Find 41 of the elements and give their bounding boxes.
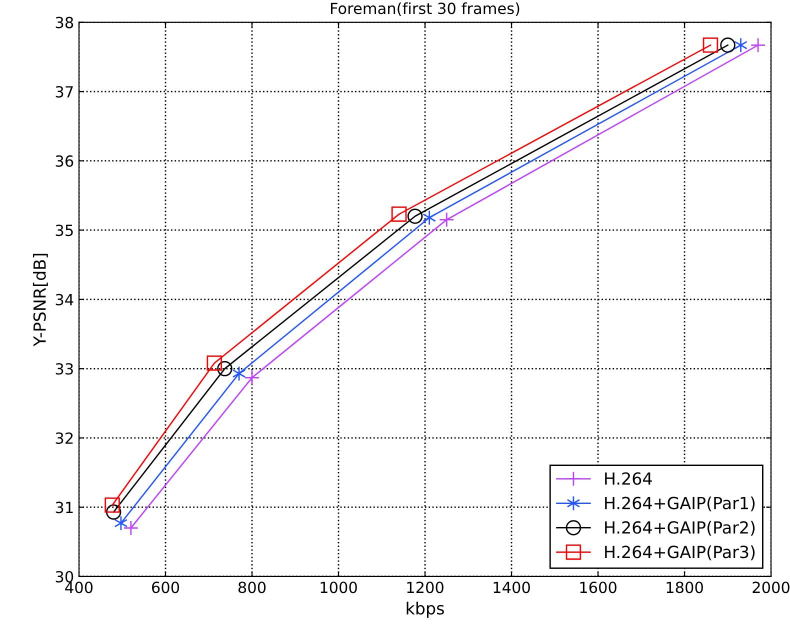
point xyxy=(407,208,423,224)
point xyxy=(217,361,232,376)
y-tick-label: 35 xyxy=(56,224,73,236)
point xyxy=(114,516,128,531)
point xyxy=(422,210,436,226)
legend-label: H.264+GAIP(Par1) xyxy=(605,496,755,512)
x-tick-label: 1000 xyxy=(320,582,357,594)
y-tick-label: 38 xyxy=(56,16,74,28)
x-tick-label: 2000 xyxy=(752,582,790,594)
x-tick-label: 800 xyxy=(238,582,266,594)
legend-label: H.264+GAIP(Par3) xyxy=(605,545,755,560)
point xyxy=(232,366,246,382)
x-tick-label: 1800 xyxy=(666,582,703,594)
y-axis-title: Y-PSNR[dB] xyxy=(33,254,48,346)
point xyxy=(206,355,222,371)
point xyxy=(391,206,407,222)
x-tick-label: 1600 xyxy=(580,582,616,594)
point xyxy=(106,504,122,520)
point xyxy=(702,38,718,53)
legend-label: H.264+GAIP(Par2) xyxy=(605,520,755,536)
x-tick-label: 600 xyxy=(152,582,180,594)
y-tick-label: 31 xyxy=(56,502,73,514)
x-tick-label: 1200 xyxy=(407,582,444,594)
y-tick-label: 37 xyxy=(56,86,73,98)
point xyxy=(244,370,260,386)
point xyxy=(720,38,736,53)
x-tick-label: 1400 xyxy=(494,582,530,594)
point xyxy=(123,520,139,536)
y-tick-label: 36 xyxy=(56,155,74,167)
x-axis-title: kbps xyxy=(406,602,444,618)
y-tick-label: 30 xyxy=(56,570,74,583)
y-tick-label: 33 xyxy=(56,363,73,375)
point xyxy=(104,497,120,513)
legend-label: H.264 xyxy=(605,472,652,485)
point xyxy=(750,38,766,53)
chart-title: Foreman(first 30 frames) xyxy=(331,2,520,16)
x-tick-label: 400 xyxy=(65,582,93,594)
y-tick-label: 32 xyxy=(56,432,73,444)
y-tick-label: 34 xyxy=(56,294,74,306)
point xyxy=(439,212,454,228)
point xyxy=(734,38,748,53)
